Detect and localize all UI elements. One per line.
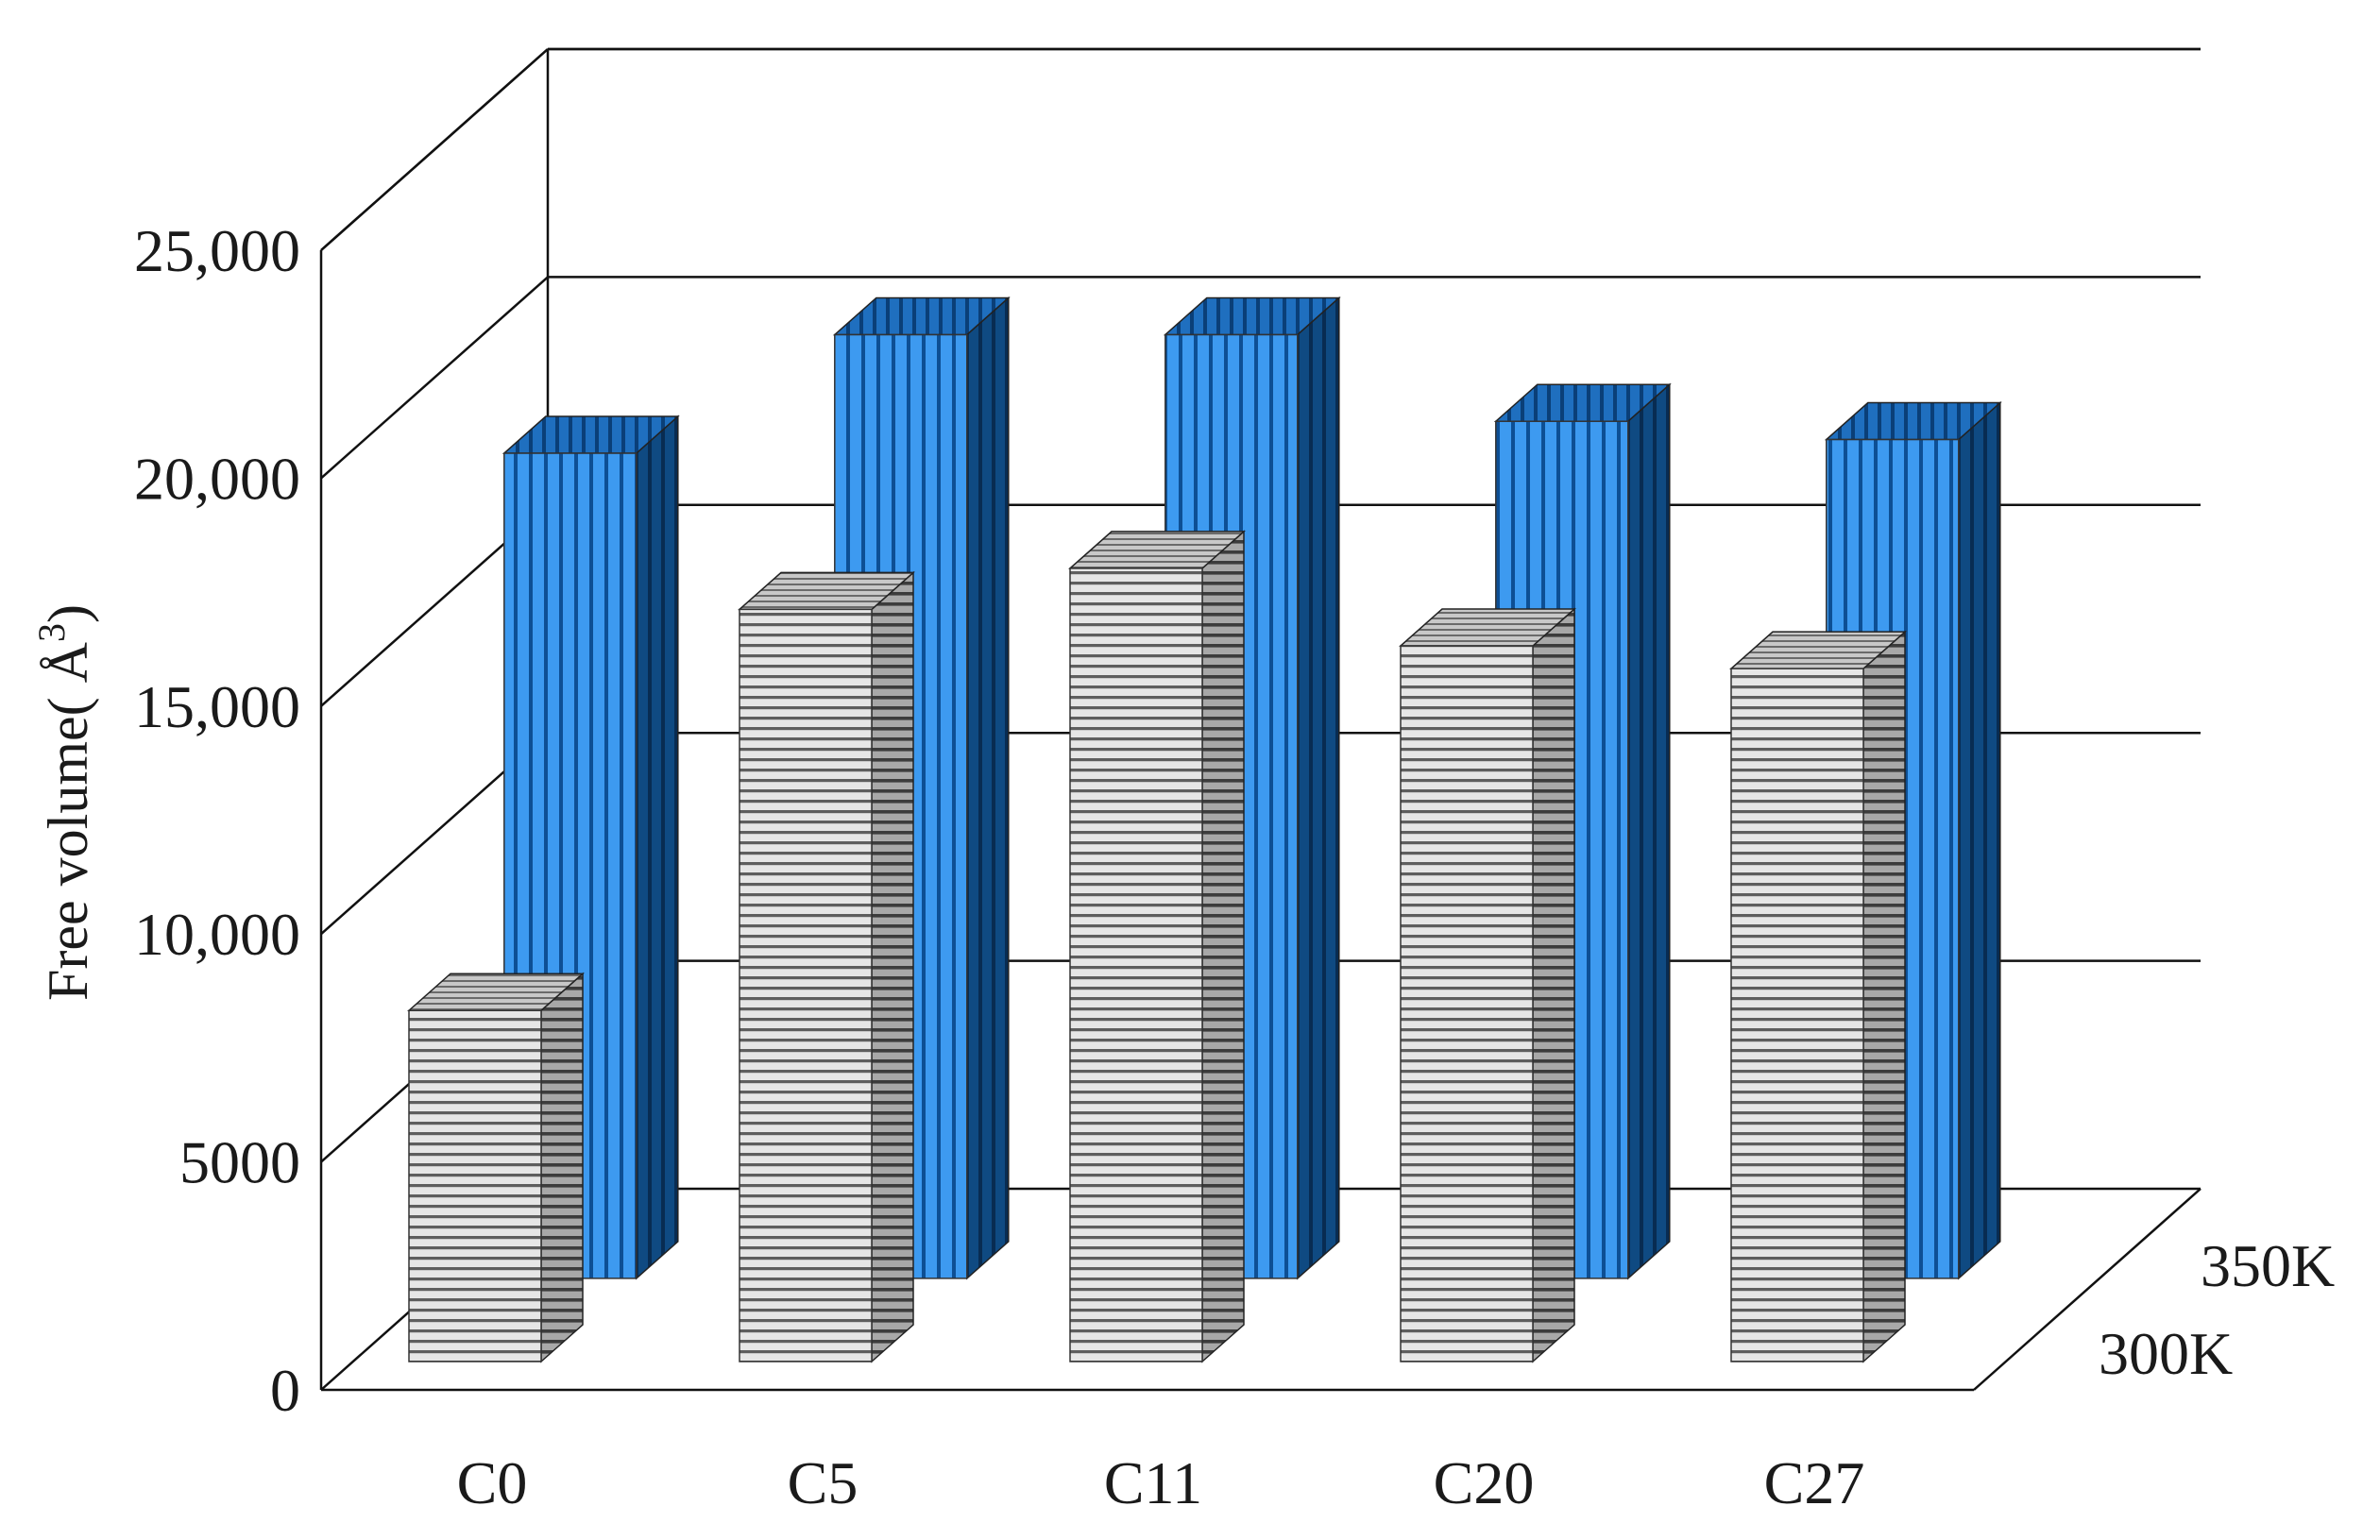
y-tick-label: 10,000 <box>134 901 300 968</box>
axis-labels: 0 5000 10,000 15,000 20,000 25,000 C0 C5 C11 C20 C… <box>30 217 2335 1516</box>
x-category-label: C20 <box>1434 1449 1535 1516</box>
x-category-label: C0 <box>457 1449 528 1516</box>
depth-label-300K: 300K <box>2099 1320 2233 1387</box>
y-tick-label: 5000 <box>179 1129 300 1196</box>
x-category-label: C11 <box>1104 1449 1202 1516</box>
bar-300K-C20 <box>1399 607 1576 1363</box>
y-axis-title: Free volume( Å3) <box>30 604 99 1001</box>
bar-300K-C5 <box>738 570 915 1363</box>
x-category-label: C5 <box>788 1449 858 1516</box>
bar-300K-C11 <box>1068 530 1246 1363</box>
gridline-side-5 <box>320 48 549 251</box>
x-category-label: C27 <box>1764 1449 1865 1516</box>
series-300K-bars <box>407 530 1907 1363</box>
floor-right-edge <box>1973 1188 2202 1391</box>
y-tick-label: 15,000 <box>134 673 300 740</box>
y-tick-label: 0 <box>270 1357 300 1424</box>
bar-300K-C27 <box>1729 630 1907 1363</box>
gridline-side-4 <box>320 276 549 480</box>
y-tick-label: 25,000 <box>134 217 300 284</box>
bar-300K-C0 <box>407 972 585 1363</box>
y-tick-label: 20,000 <box>134 445 300 512</box>
depth-label-350K: 350K <box>2201 1232 2335 1299</box>
